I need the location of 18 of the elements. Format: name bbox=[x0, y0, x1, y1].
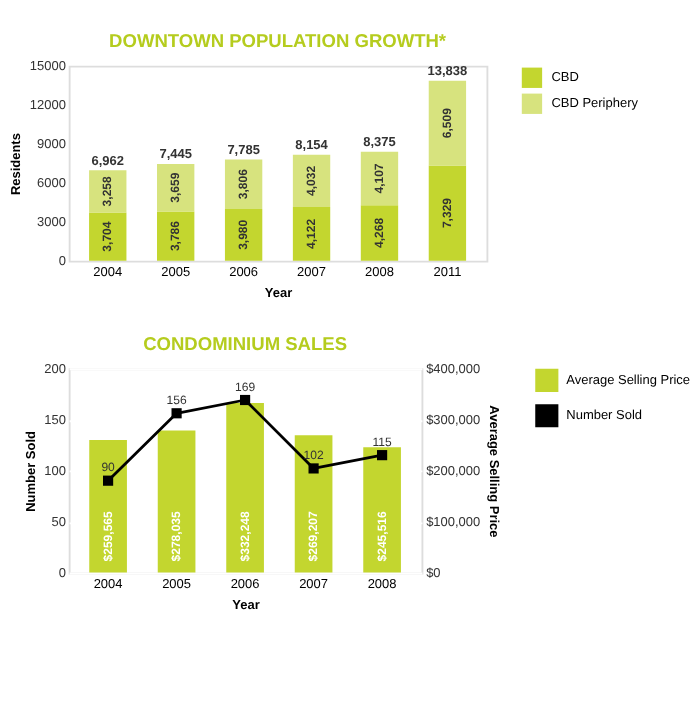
bar bbox=[226, 402, 264, 573]
point bbox=[377, 450, 388, 461]
chart-title: CONDOMINIUM SALES bbox=[143, 333, 348, 354]
bar bbox=[363, 447, 401, 573]
bar bbox=[292, 207, 331, 261]
bar bbox=[360, 151, 399, 206]
bar bbox=[294, 435, 333, 573]
bar bbox=[428, 165, 467, 261]
bar bbox=[360, 205, 399, 261]
point bbox=[171, 408, 182, 419]
chart-title: DOWNTOWN POPULATION GROWTH* bbox=[109, 31, 447, 52]
point bbox=[240, 394, 251, 406]
bar bbox=[157, 430, 196, 573]
point bbox=[103, 475, 114, 486]
bar bbox=[428, 80, 467, 166]
bar bbox=[157, 211, 195, 261]
bar bbox=[89, 440, 127, 573]
point bbox=[308, 463, 319, 474]
